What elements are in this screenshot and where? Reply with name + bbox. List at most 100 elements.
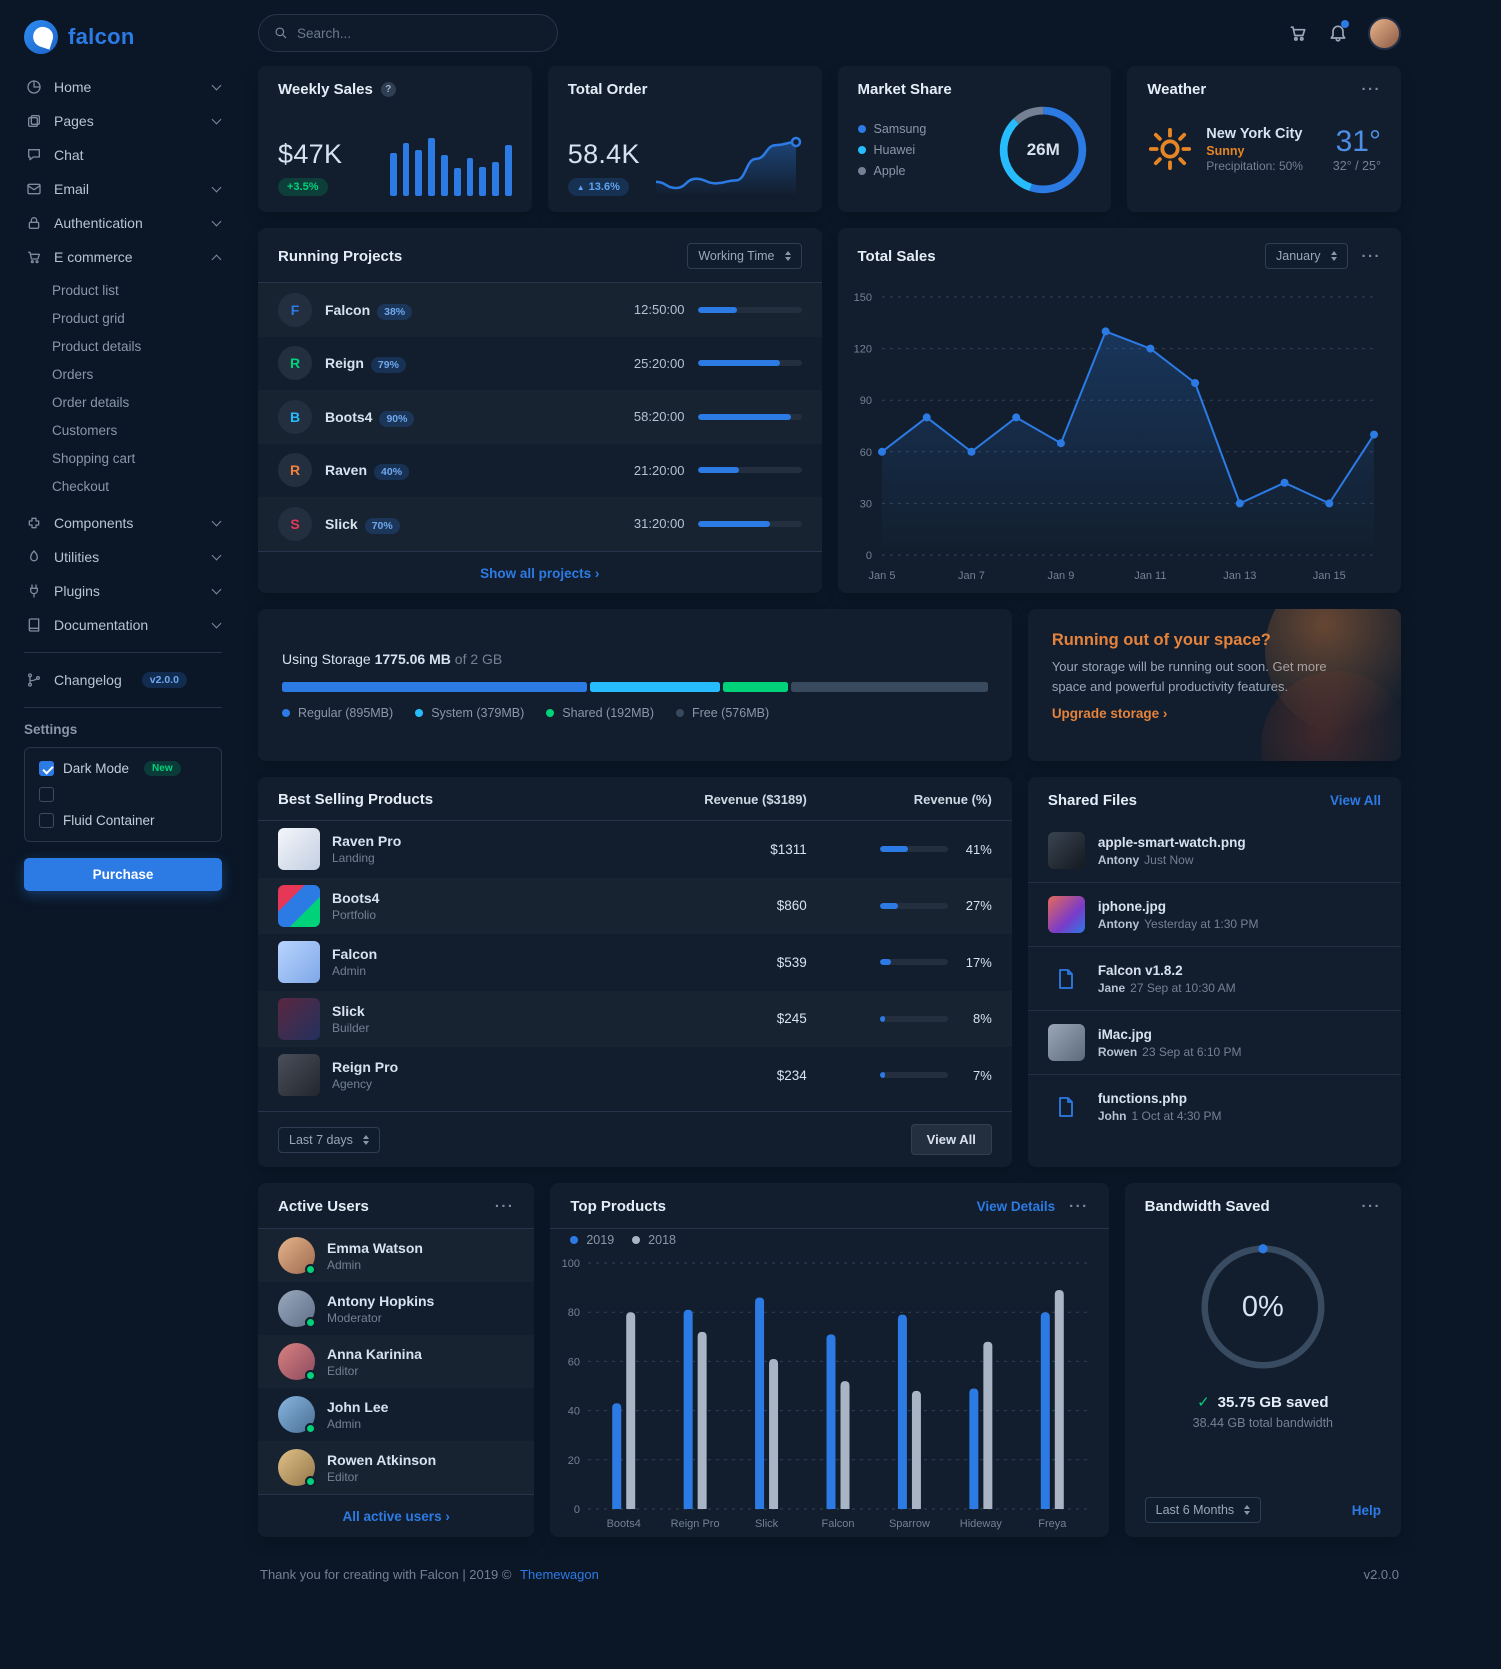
notifications-button[interactable]	[1328, 20, 1349, 43]
file-thumbnail	[1047, 896, 1085, 933]
card-title: Weekly Sales	[278, 81, 373, 98]
search-box[interactable]	[258, 14, 558, 52]
status-dot	[305, 1423, 316, 1434]
ellipsis-menu[interactable]: ···	[1361, 1198, 1381, 1215]
project-avatar: R	[278, 346, 312, 381]
storage-label: Using Storage	[282, 650, 371, 667]
last-6-months-select[interactable]: Last 6 Months	[1144, 1497, 1262, 1523]
user-name[interactable]: Antony Hopkins	[327, 1292, 435, 1309]
file-user: Rowen	[1097, 1044, 1138, 1059]
upgrade-storage-link[interactable]: Upgrade storage ›	[1051, 706, 1168, 721]
view-all-link[interactable]: View All	[1329, 793, 1381, 808]
view-all-button[interactable]: View All	[910, 1124, 992, 1155]
sidebar-item-pages[interactable]: Pages	[24, 104, 222, 138]
sidebar-item-customers[interactable]: Customers	[52, 422, 118, 438]
sidebar-item-product-details[interactable]: Product details	[52, 338, 142, 354]
legend-item-free: Free (576MB)	[676, 706, 769, 720]
book-icon	[28, 618, 40, 632]
sidebar-item-plugins[interactable]: Plugins	[24, 574, 222, 608]
svg-text:Freya: Freya	[1039, 1518, 1068, 1530]
svg-text:Jan 13: Jan 13	[1223, 570, 1256, 582]
month-select[interactable]: January	[1265, 243, 1348, 269]
file-thumbnail	[1047, 1024, 1085, 1061]
product-revenue: $234	[776, 1067, 807, 1083]
legend-label: Samsung	[873, 122, 927, 136]
last-7-days-select[interactable]: Last 7 days	[278, 1126, 380, 1153]
sidebar-item-documentation[interactable]: Documentation	[24, 608, 222, 642]
weather-card: Weather ··· New York City Sunny Precipit…	[1127, 66, 1401, 212]
chevron-down-icon	[211, 618, 222, 629]
sidebar-item-authentication[interactable]: Authentication	[24, 206, 222, 240]
file-name[interactable]: apple-smart-watch.png	[1097, 834, 1246, 850]
file-name[interactable]: Falcon v1.8.2	[1097, 962, 1183, 978]
search-input[interactable]	[297, 25, 542, 41]
sidebar-item-order-details[interactable]: Order details	[52, 394, 130, 410]
user-name[interactable]: Rowen Atkinson	[327, 1451, 437, 1468]
project-name[interactable]: Slick	[325, 515, 358, 532]
ellipsis-menu[interactable]: ···	[1361, 247, 1381, 265]
product-name[interactable]: Falcon	[332, 946, 378, 963]
user-avatar[interactable]	[1368, 16, 1401, 50]
ellipsis-menu[interactable]: ···	[494, 1198, 515, 1215]
file-name[interactable]: functions.php	[1097, 1090, 1188, 1106]
dark-mode-checkbox[interactable]	[39, 761, 54, 776]
chat-icon	[28, 149, 40, 161]
help-link[interactable]: Help	[1351, 1502, 1381, 1518]
project-name[interactable]: Raven	[325, 462, 368, 479]
sidebar-item-label: E commerce	[54, 249, 133, 265]
project-avatar: S	[278, 506, 312, 541]
topbar	[258, 0, 1401, 66]
product-name[interactable]: Raven Pro	[332, 833, 402, 850]
user-name[interactable]: Anna Karinina	[327, 1345, 422, 1362]
project-name[interactable]: Falcon	[325, 301, 371, 318]
view-details-link[interactable]: View Details	[976, 1199, 1056, 1214]
file-name[interactable]: iphone.jpg	[1097, 898, 1167, 914]
show-all-projects-link[interactable]: Show all projects ›	[480, 565, 600, 581]
sidebar-item-home[interactable]: Home	[24, 70, 222, 104]
ellipsis-menu[interactable]: ···	[1069, 1198, 1089, 1215]
card-title: Top Products	[570, 1198, 666, 1215]
shopping-cart-icon[interactable]	[1288, 23, 1308, 43]
working-time-select[interactable]: Working Time	[687, 243, 802, 269]
product-category: Admin	[332, 964, 367, 979]
svg-text:Jan 5: Jan 5	[868, 570, 895, 582]
sidebar-item-shopping-cart[interactable]: Shopping cart	[52, 450, 136, 466]
notification-dot	[1341, 20, 1349, 28]
sidebar-item-product-grid[interactable]: Product grid	[52, 310, 125, 326]
user-name[interactable]: John Lee	[327, 1398, 389, 1415]
purchase-button[interactable]: Purchase	[24, 858, 222, 891]
ellipsis-menu[interactable]: ···	[1361, 81, 1381, 98]
user-name[interactable]: Emma Watson	[327, 1239, 423, 1256]
rtl-layout-checkbox[interactable]	[39, 787, 54, 802]
project-name[interactable]: Reign	[325, 355, 364, 372]
svg-text:120: 120	[853, 344, 871, 356]
card-title: Shared Files	[1047, 792, 1138, 809]
puzzle-icon	[28, 517, 40, 529]
sidebar-item-chat[interactable]: Chat	[24, 138, 222, 172]
revenue-column-header: Revenue ($3189)	[704, 792, 807, 807]
sidebar-item-changelog[interactable]: Changelog v2.0.0	[24, 663, 222, 697]
project-name[interactable]: Boots4	[325, 408, 373, 425]
themewagon-link[interactable]: Themewagon	[520, 1567, 599, 1582]
product-name[interactable]: Reign Pro	[332, 1059, 399, 1076]
product-name[interactable]: Slick	[332, 1002, 365, 1019]
project-progress-bar	[697, 413, 802, 420]
sidebar-item-utilities[interactable]: Utilities	[24, 540, 222, 574]
sidebar-item-email[interactable]: Email	[24, 172, 222, 206]
sidebar-item-label: Changelog	[54, 672, 122, 688]
product-name[interactable]: Boots4	[332, 889, 380, 906]
svg-text:100: 100	[562, 1258, 580, 1270]
sidebar-item-product-list[interactable]: Product list	[52, 282, 119, 298]
file-name[interactable]: iMac.jpg	[1097, 1026, 1152, 1042]
sidebar-item-checkout[interactable]: Checkout	[52, 478, 110, 494]
sidebar-item-ecommerce[interactable]: E commerce	[24, 240, 222, 274]
footer-thanks: Thank you for creating with Falcon | 201…	[260, 1567, 512, 1582]
help-icon[interactable]: ?	[380, 82, 396, 97]
user-avatar	[278, 1449, 316, 1487]
sidebar-item-orders[interactable]: Orders	[52, 366, 94, 382]
brand[interactable]: falcon	[24, 12, 222, 62]
all-active-users-link[interactable]: All active users ›	[342, 1509, 450, 1524]
fluid-container-checkbox[interactable]	[39, 813, 54, 828]
sidebar-item-components[interactable]: Components	[24, 506, 222, 540]
file-time: 1 Oct at 4:30 PM	[1131, 1108, 1222, 1123]
